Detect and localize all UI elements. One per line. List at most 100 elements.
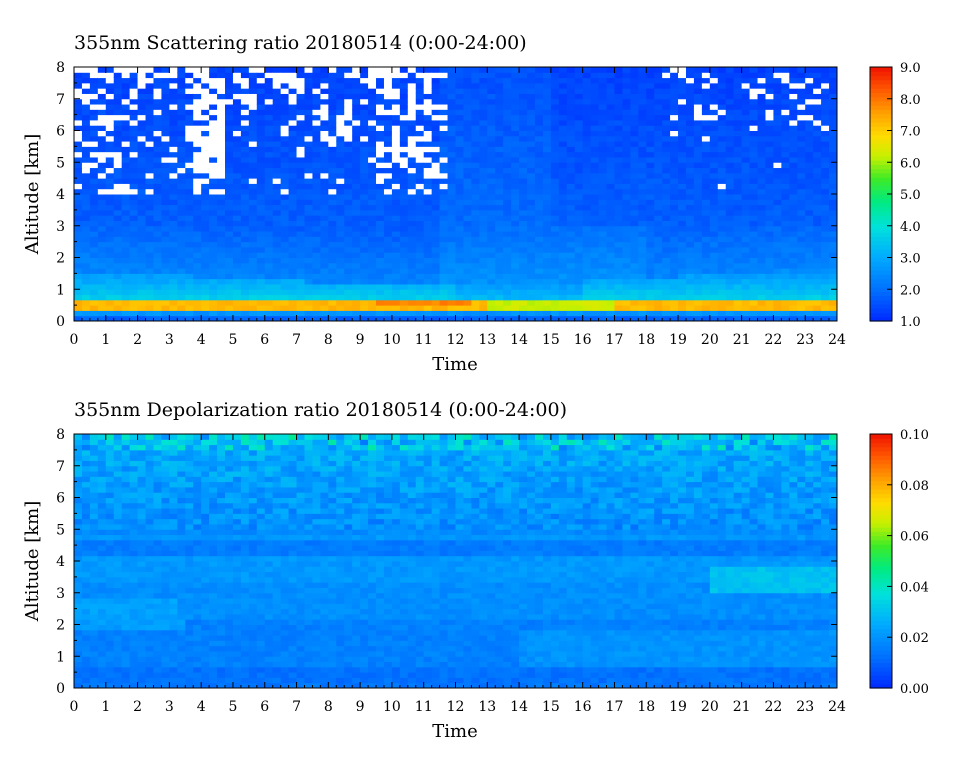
heatmap-cell xyxy=(360,310,369,317)
heatmap-cell xyxy=(678,167,687,174)
heatmap-cell xyxy=(789,119,798,126)
heatmap-cell xyxy=(240,220,250,227)
heatmap-cell xyxy=(344,273,353,280)
heatmap-cell xyxy=(693,257,703,264)
heatmap-cell xyxy=(701,125,711,131)
heatmap-cell xyxy=(574,252,584,258)
heatmap-cell xyxy=(590,310,600,317)
heatmap-cell xyxy=(280,194,290,200)
heatmap-cell xyxy=(542,167,552,174)
heatmap-cell xyxy=(240,167,250,174)
heatmap-cell xyxy=(479,252,488,258)
heatmap-cell xyxy=(463,246,472,253)
heatmap-cell xyxy=(74,162,83,169)
heatmap-cell xyxy=(201,262,210,269)
heatmap-cell xyxy=(590,104,600,110)
heatmap-cell xyxy=(447,188,456,195)
heatmap-cell xyxy=(352,220,361,227)
heatmap-cell xyxy=(821,167,830,174)
heatmap-cell xyxy=(129,273,139,280)
heatmap-cell xyxy=(829,93,838,100)
heatmap-cell xyxy=(487,241,496,248)
heatmap-cell xyxy=(272,225,282,232)
heatmap-cell xyxy=(598,194,608,200)
heatmap-cell xyxy=(685,104,695,110)
heatmap-cell xyxy=(670,204,679,211)
heatmap-cell xyxy=(288,88,298,94)
heatmap-cell xyxy=(248,310,258,317)
heatmap-cell xyxy=(161,204,170,211)
heatmap-cell xyxy=(797,268,806,274)
heatmap-cell xyxy=(121,135,131,142)
heatmap-cell xyxy=(829,88,838,94)
heatmap-cell xyxy=(383,183,393,190)
heatmap-cell xyxy=(296,236,305,243)
heatmap-cell xyxy=(646,162,655,169)
heatmap-cell xyxy=(185,289,194,296)
heatmap-cell xyxy=(606,183,615,190)
heatmap-cell xyxy=(240,104,250,110)
heatmap-cell xyxy=(209,67,218,73)
heatmap-cell xyxy=(527,135,536,142)
heatmap-cell xyxy=(622,172,631,179)
heatmap-cell xyxy=(161,77,170,84)
heatmap-cell xyxy=(344,310,353,317)
heatmap-cell xyxy=(368,289,377,296)
heatmap-cell xyxy=(678,310,687,317)
heatmap-cell xyxy=(773,109,782,116)
heatmap-cell xyxy=(455,130,464,137)
heatmap-cell xyxy=(376,299,385,306)
heatmap-cell xyxy=(606,294,615,301)
colorbar-swatch xyxy=(870,282,892,288)
heatmap-cell xyxy=(725,130,735,137)
heatmap-cell xyxy=(177,151,186,158)
heatmap-cell xyxy=(161,305,170,311)
heatmap-cell xyxy=(113,109,123,116)
heatmap-cell xyxy=(670,72,679,79)
heatmap-cell xyxy=(646,67,655,73)
heatmap-cell xyxy=(280,183,290,190)
heatmap-cell xyxy=(81,204,91,211)
heatmap-cell xyxy=(352,172,361,179)
heatmap-cell xyxy=(264,257,274,264)
heatmap-cell xyxy=(527,167,536,174)
heatmap-cell xyxy=(749,119,759,126)
heatmap-cell xyxy=(376,252,385,258)
heatmap-cell xyxy=(582,289,592,296)
heatmap-cell xyxy=(638,135,647,142)
heatmap-cell xyxy=(352,257,361,264)
heatmap-cell xyxy=(217,172,226,179)
heatmap-cell xyxy=(391,294,401,301)
heatmap-cell xyxy=(352,167,361,174)
heatmap-cell xyxy=(74,598,83,604)
heatmap-cell xyxy=(495,252,504,258)
heatmap-cell xyxy=(97,289,107,296)
heatmap-cell xyxy=(662,220,671,227)
heatmap-cell xyxy=(288,289,298,296)
heatmap-cell xyxy=(805,172,814,179)
heatmap-cell xyxy=(74,497,83,504)
heatmap-cell xyxy=(574,305,584,311)
heatmap-cell xyxy=(519,77,528,84)
heatmap-cell xyxy=(614,199,623,206)
heatmap-cell xyxy=(503,268,512,274)
heatmap-cell xyxy=(566,199,576,206)
heatmap-cell xyxy=(360,93,369,100)
heatmap-cell xyxy=(376,220,385,227)
heatmap-cell xyxy=(81,77,91,84)
heatmap-cell xyxy=(74,661,83,668)
heatmap-cell xyxy=(590,220,600,227)
heatmap-cell xyxy=(757,220,766,227)
heatmap-cell xyxy=(336,246,345,253)
heatmap-cell xyxy=(813,252,822,258)
heatmap-cell xyxy=(225,278,234,285)
heatmap-cell xyxy=(781,135,790,142)
heatmap-cell xyxy=(813,204,822,211)
heatmap-cell xyxy=(304,209,313,216)
heatmap-cell xyxy=(177,283,186,290)
heatmap-cell xyxy=(304,289,313,296)
heatmap-cell xyxy=(352,310,361,317)
heatmap-cell xyxy=(542,278,552,285)
heatmap-cell xyxy=(821,220,830,227)
heatmap-cell xyxy=(177,225,186,232)
